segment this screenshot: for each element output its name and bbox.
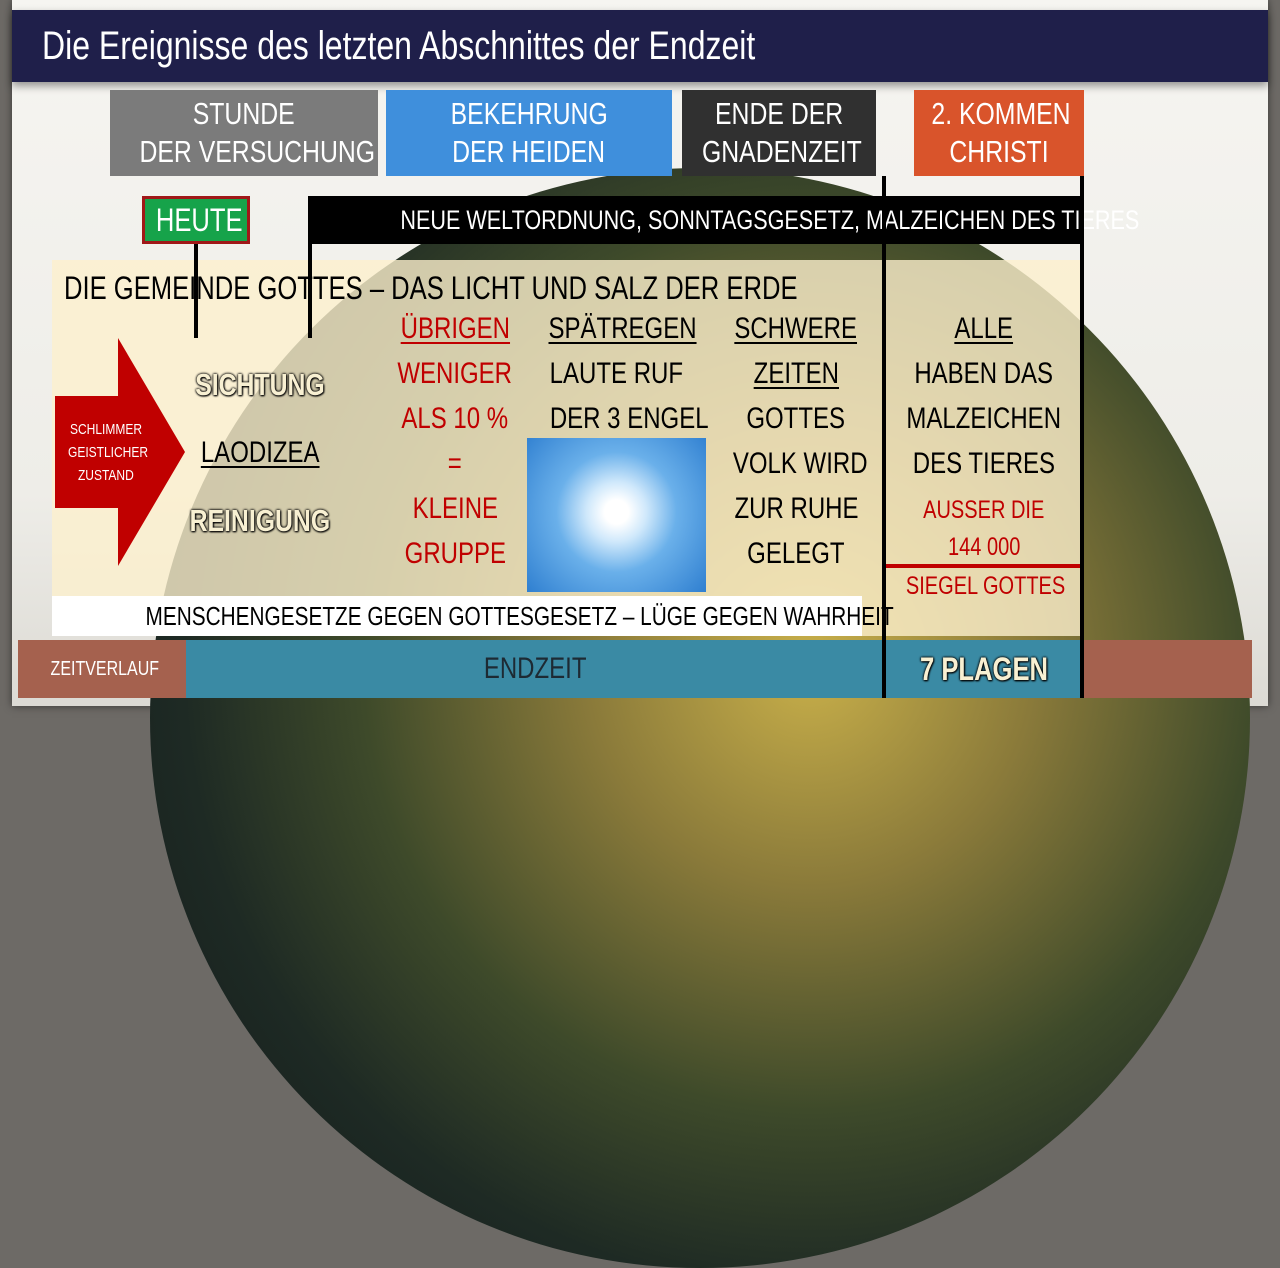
arrow-label: SCHLIMMER GEISTLICHER ZUSTAND <box>68 421 149 484</box>
seven-plagues-label: 7 PLAGEN <box>919 651 1049 687</box>
laws-bar: MENSCHENGESETZE GEGEN GOTTESGESETZ – LÜG… <box>52 596 894 636</box>
nwo-marker-line <box>308 196 312 338</box>
laodicea-label: LAODIZEA <box>200 436 320 469</box>
except-144000: AUSSER DIE 144 000 <box>923 496 1045 561</box>
second-coming-line <box>1080 176 1084 698</box>
today-marker-line <box>194 244 198 338</box>
header-second-coming: 2. KOMMEN CHRISTI <box>914 90 1084 176</box>
arrow-icon <box>55 338 185 566</box>
sifting-label: SICHTUNG <box>195 367 325 402</box>
remnant-column: ÜBRIGEN WENIGER ALS 10 % = KLEINE GRUPPE <box>397 312 513 570</box>
seal-of-god: SIEGEL GOTTES <box>905 572 1066 600</box>
today-badge: HEUTE <box>142 196 250 244</box>
hard-times-column: SCHWERE ZEITEN GOTTES VOLK WIRD ZUR RUHE GELE… <box>732 312 868 570</box>
church-heading: DIE GEMEINDE GOTTES – DAS LICHT UND SALZ… <box>64 270 798 306</box>
sun-image <box>527 438 706 592</box>
cleansing-label: REINIGUNG <box>189 503 331 538</box>
mark-of-beast-column: ALLE HABEN DAS MALZEICHEN DES TIERES <box>906 312 1062 480</box>
latter-rain-column: SPÄTREGEN LAUTE RUF DER 3 ENGEL <box>548 312 709 435</box>
header-end-of-grace: ENDE DER GNADENZEIT <box>682 90 876 176</box>
endtime-label: ENDZEIT <box>483 652 587 685</box>
endtime-segment <box>186 640 1082 698</box>
slide-title: Die Ereignisse des letzten Abschnittes d… <box>12 10 1268 82</box>
new-world-order-bar: NEUE WELTORDNUNG, SONNTAGSGESETZ, MALZEI… <box>308 196 1139 244</box>
timeline-label: ZEITVERLAUF <box>50 658 160 680</box>
header-hour-of-temptation: STUNDE DER VERSUCHUNG <box>110 90 378 176</box>
header-conversion-of-gentiles: BEKEHRUNG DER HEIDEN <box>386 90 672 176</box>
red-divider <box>886 564 1084 568</box>
end-of-grace-line <box>882 176 886 698</box>
